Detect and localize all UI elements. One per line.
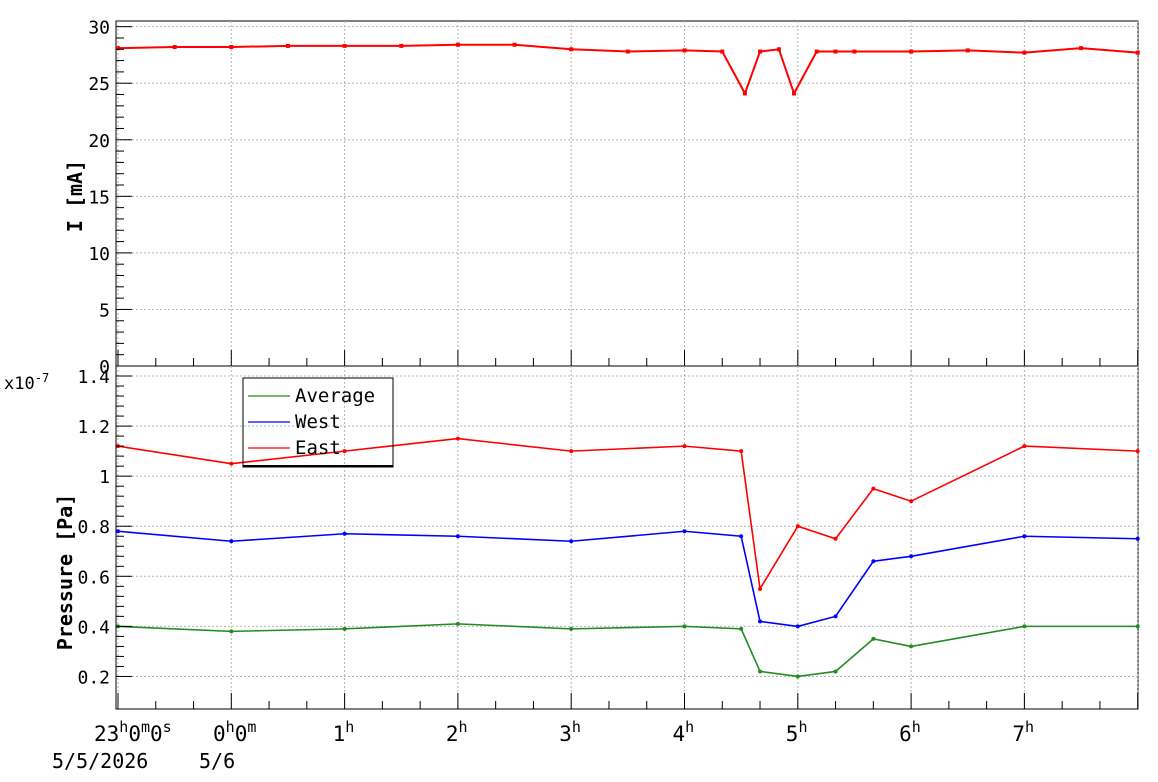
- pressure-point-east: [569, 449, 574, 454]
- pressure-point-average: [1135, 624, 1140, 629]
- pressure-point-east: [342, 449, 347, 454]
- pressure-point-west: [871, 559, 876, 564]
- pressure-point-west: [455, 534, 460, 539]
- x-hour-label: 2h: [446, 718, 468, 746]
- pressure-point-east: [795, 524, 800, 529]
- pressure-point-east: [739, 449, 744, 454]
- pressure-point-average: [909, 644, 914, 649]
- pressure-x-ticks: [117, 693, 1139, 709]
- current-series-line: [117, 43, 1138, 96]
- pressure-plot-frame: [115, 365, 1139, 710]
- pressure-y-tick-label: 1.4: [77, 367, 110, 388]
- x-tick-label-start: 23h0m0s: [94, 718, 172, 746]
- x-hour-label: 3h: [559, 718, 581, 746]
- pressure-point-west: [682, 529, 687, 534]
- legend-label-east: East: [295, 437, 341, 459]
- current-data-points: [116, 42, 1140, 96]
- current-grid: [116, 21, 1139, 367]
- pressure-point-average: [342, 626, 347, 631]
- current-plot-frame: [115, 20, 1139, 367]
- pressure-point-west: [795, 624, 800, 629]
- pressure-panel: 0.20.40.60.811.21.4 Pressure [Pa] x10-7 …: [4, 365, 1140, 710]
- pressure-series-line-average: [117, 623, 1138, 678]
- pressure-point-average: [795, 674, 800, 679]
- pressure-point-east: [833, 536, 838, 541]
- pressure-point-west: [739, 534, 744, 539]
- current-y-tick-label: 5: [99, 300, 110, 321]
- pressure-point-average: [833, 669, 838, 674]
- pressure-point-average: [871, 636, 876, 641]
- pressure-point-east: [909, 499, 914, 504]
- x-hour-labels: 1h 2h 3h 4h 5h 6h 7h: [333, 718, 1034, 746]
- pressure-point-average: [455, 621, 460, 626]
- current-y-tick-label: 10: [88, 244, 110, 265]
- pressure-point-west: [758, 619, 763, 624]
- pressure-point-east: [1022, 444, 1027, 449]
- pressure-point-east: [455, 436, 460, 441]
- pressure-data-lines: [116, 436, 1140, 679]
- pressure-point-west: [909, 554, 914, 559]
- pressure-y-tick-label: 1.2: [77, 417, 110, 438]
- pressure-point-average: [229, 629, 234, 634]
- pressure-point-east: [229, 461, 234, 466]
- pressure-legend: Average West East: [242, 377, 394, 468]
- legend-label-west: West: [295, 411, 341, 433]
- pressure-y-tick-label: 0.6: [77, 567, 110, 588]
- pressure-point-east: [682, 444, 687, 449]
- x-tick-label-midnight: 0h0m: [213, 718, 256, 746]
- x-date-label-next: 5/6: [199, 749, 235, 773]
- pressure-y-tick-label: 1: [99, 467, 110, 488]
- pressure-y-axis: 0.2 0.4 0.6 0.8 1 1.2 1.4: [77, 367, 132, 688]
- pressure-point-average: [739, 626, 744, 631]
- pressure-point-west: [1022, 534, 1027, 539]
- current-y-axis-title: I [mA]: [63, 160, 87, 232]
- pressure-point-east: [1135, 449, 1140, 454]
- x-date-label-start: 5/5/2026: [52, 749, 148, 773]
- pressure-point-west: [1135, 536, 1140, 541]
- pressure-point-east: [758, 586, 763, 591]
- pressure-y-axis-title: Pressure [Pa]: [53, 494, 77, 651]
- pressure-point-average: [1022, 624, 1027, 629]
- pressure-point-average: [569, 626, 574, 631]
- x-hour-label: 7h: [1012, 718, 1034, 746]
- pressure-point-average: [682, 624, 687, 629]
- pressure-series-line-east: [117, 437, 1138, 592]
- current-y-tick-label: 0: [99, 357, 110, 378]
- pressure-point-east: [871, 486, 876, 491]
- x-hour-label: 4h: [673, 718, 695, 746]
- pressure-y-tick-label: 0.2: [77, 667, 110, 688]
- current-x-ticks: [117, 350, 1139, 366]
- pressure-y-tick-label: 0.8: [77, 517, 110, 538]
- pressure-point-west: [833, 614, 838, 619]
- current-y-tick-label: 20: [88, 131, 110, 152]
- pressure-grid: [116, 366, 1139, 709]
- pressure-point-west: [569, 539, 574, 544]
- pressure-point-west: [116, 529, 120, 534]
- current-y-tick-label: 25: [88, 74, 110, 95]
- legend-label-average: Average: [295, 385, 375, 407]
- pressure-point-average: [758, 669, 763, 674]
- x-hour-label: 1h: [333, 718, 355, 746]
- current-y-tick-label: 30: [88, 18, 110, 39]
- current-panel: 0 5 10 15 20 25 30 I [mA]: [63, 18, 1140, 378]
- pressure-series-line-west: [117, 530, 1138, 628]
- pressure-y-tick-label: 0.4: [77, 617, 110, 638]
- x-hour-label: 6h: [899, 718, 921, 746]
- pressure-y-exponent: x10-7: [4, 371, 49, 394]
- current-y-axis: 0 5 10 15 20 25 30: [88, 18, 132, 378]
- pressure-point-west: [229, 539, 234, 544]
- current-y-tick-label: 15: [88, 187, 110, 208]
- time-axis-labels: 23h0m0s 0h0m 1h 2h 3h 4h 5h 6h 7h 5/5/2026 5/6: [52, 718, 1034, 773]
- x-hour-label: 5h: [786, 718, 808, 746]
- pressure-point-west: [342, 531, 347, 536]
